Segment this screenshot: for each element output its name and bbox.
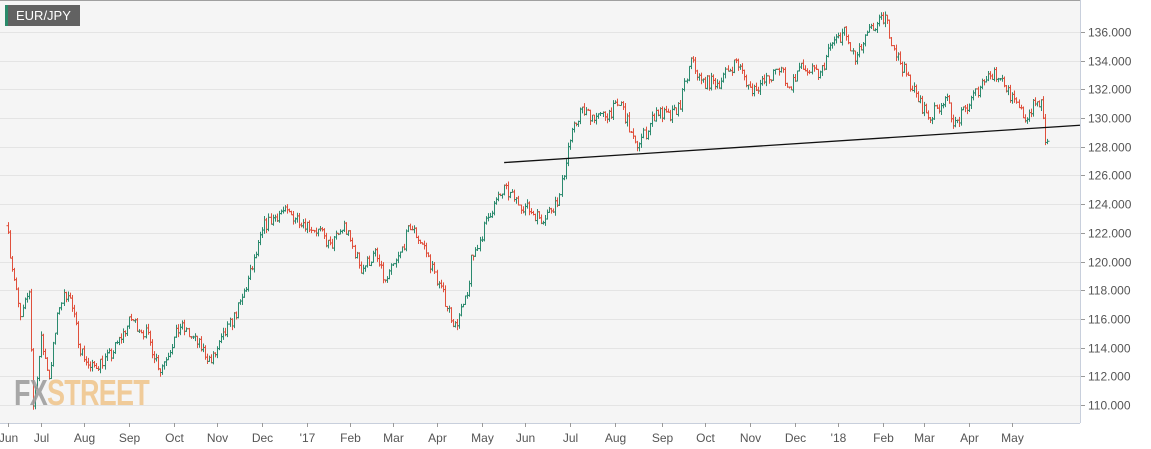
y-tick-label: 118.000 — [1088, 284, 1131, 298]
x-tick-label: Dec — [252, 431, 273, 445]
y-tick-label: 116.000 — [1088, 313, 1131, 327]
y-tick-label: 132.000 — [1088, 83, 1132, 97]
x-tick-label: Jul — [34, 431, 49, 445]
y-tick-label: 114.000 — [1088, 342, 1131, 356]
y-tick-label: 128.000 — [1088, 141, 1132, 155]
x-tick-label: Oct — [696, 431, 715, 445]
y-tick-label: 134.000 — [1088, 55, 1132, 69]
x-tick-label: Aug — [605, 431, 626, 445]
x-tick-label: Mar — [914, 431, 935, 445]
y-tick-label: 124.000 — [1088, 198, 1132, 212]
y-tick-label: 110.000 — [1088, 399, 1131, 413]
trendline — [504, 124, 1081, 164]
x-tick-label: Nov — [207, 431, 228, 445]
x-tick-label: Mar — [383, 431, 404, 445]
symbol-label: EUR/JPY — [5, 5, 80, 26]
x-tick-label: Aug — [74, 431, 95, 445]
y-tick-label: 120.000 — [1088, 256, 1132, 270]
y-tick-label: 136.000 — [1088, 26, 1132, 40]
x-tick-label: Nov — [740, 431, 761, 445]
x-tick-label: Feb — [340, 431, 361, 445]
x-tick-label: Apr — [960, 431, 979, 445]
x-tick-label: Sep — [652, 431, 674, 445]
x-tick-label: May — [471, 431, 494, 445]
x-tick-label: Oct — [165, 431, 184, 445]
x-tick-label: May — [1001, 431, 1024, 445]
x-tick-label: Jul — [563, 431, 578, 445]
x-tick-label: Feb — [873, 431, 894, 445]
fxstreet-logo: FXSTREET — [14, 372, 150, 413]
x-tick-label: Apr — [428, 431, 447, 445]
y-tick-label: 122.000 — [1088, 227, 1132, 241]
y-tick-label: 112.000 — [1088, 370, 1131, 384]
x-tick-label: Jun — [516, 431, 535, 445]
x-tick-label: '18 — [831, 431, 847, 445]
y-tick-label: 130.000 — [1088, 112, 1132, 126]
x-tick-label: Jun — [0, 431, 18, 445]
x-tick-label: Dec — [785, 431, 806, 445]
x-tick-label: '17 — [300, 431, 316, 445]
y-tick-label: 126.000 — [1088, 169, 1132, 183]
x-tick-label: Sep — [119, 431, 141, 445]
ohlc-bar — [1045, 138, 1050, 145]
